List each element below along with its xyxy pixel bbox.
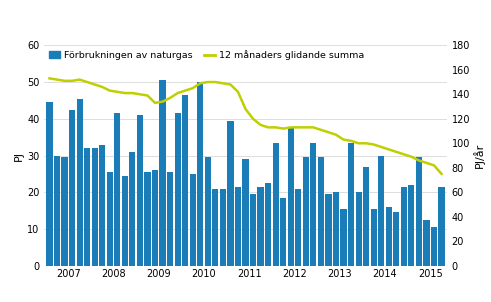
Bar [355, 192, 362, 266]
Bar [295, 188, 301, 266]
Bar [190, 174, 196, 266]
Bar [175, 113, 181, 266]
Bar [220, 188, 226, 266]
Legend: Förbrukningen av naturgas, 12 månaders glidande summa: Förbrukningen av naturgas, 12 månaders g… [49, 50, 364, 60]
Bar [385, 207, 392, 266]
Bar [54, 156, 60, 266]
Bar [182, 95, 188, 266]
Bar [340, 209, 347, 266]
Y-axis label: PJ: PJ [14, 150, 24, 161]
Bar [303, 157, 309, 266]
Bar [257, 187, 264, 266]
Bar [69, 110, 75, 266]
Bar [107, 172, 113, 266]
Bar [273, 143, 279, 266]
Bar [363, 167, 369, 266]
Bar [288, 128, 294, 266]
Bar [378, 156, 384, 266]
Bar [431, 227, 437, 266]
Bar [212, 188, 218, 266]
Bar [77, 98, 82, 266]
Bar [129, 152, 136, 266]
Bar [393, 213, 399, 266]
Bar [144, 172, 151, 266]
Bar [205, 157, 211, 266]
Bar [114, 113, 120, 266]
Bar [46, 102, 53, 266]
Bar [310, 143, 316, 266]
Bar [227, 120, 234, 266]
Bar [235, 187, 241, 266]
Bar [348, 143, 354, 266]
Bar [265, 183, 271, 266]
Bar [416, 157, 422, 266]
Bar [152, 170, 158, 266]
Bar [333, 192, 339, 266]
Bar [401, 187, 407, 266]
Bar [438, 187, 445, 266]
Bar [326, 194, 331, 266]
Bar [409, 185, 414, 266]
Bar [318, 157, 324, 266]
Bar [137, 115, 143, 266]
Bar [92, 148, 98, 266]
Bar [371, 209, 377, 266]
Bar [167, 172, 173, 266]
Bar [99, 145, 106, 266]
Bar [160, 80, 165, 266]
Bar [250, 194, 256, 266]
Y-axis label: PJ/år: PJ/år [473, 143, 485, 168]
Bar [280, 198, 286, 266]
Bar [122, 176, 128, 266]
Bar [197, 82, 203, 266]
Bar [423, 220, 430, 266]
Bar [84, 148, 90, 266]
Bar [61, 157, 68, 266]
Bar [243, 159, 248, 266]
